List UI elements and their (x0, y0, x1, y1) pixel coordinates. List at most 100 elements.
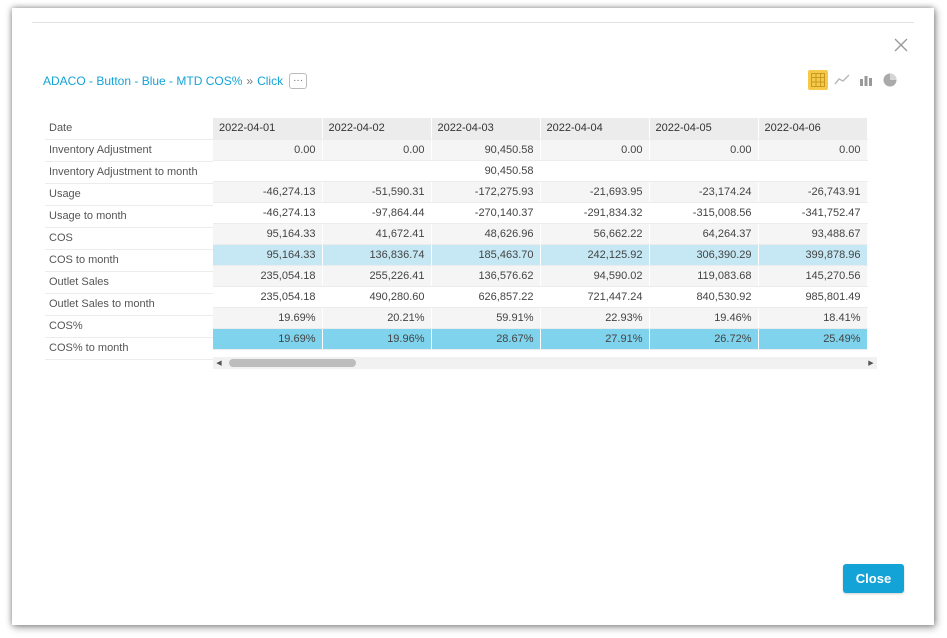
column-header-row: 2022-04-01 2022-04-02 2022-04-03 2022-04-04… (213, 118, 868, 140)
table-cell: 41,672.41 (322, 223, 432, 245)
bar-chart-icon[interactable] (856, 70, 876, 90)
table-cell: 95,164.33 (213, 244, 323, 266)
table-cell: 626,857.22 (431, 286, 541, 308)
table-cell: 985,801.49 (758, 286, 868, 308)
scroll-right-icon[interactable]: ▶ (868, 360, 874, 367)
table-cell: 18.41% (758, 307, 868, 329)
table-cell: 28.67% (431, 328, 541, 350)
table-cell: -270,140.37 (431, 202, 541, 224)
table-cell: 255,226.41 (322, 265, 432, 287)
row-label: Inventory Adjustment (45, 140, 213, 162)
table-cell: 242,125.92 (540, 244, 650, 266)
table-cell: 27.91% (540, 328, 650, 350)
breadcrumb-source[interactable]: ADACO - Button - Blue - MTD COS% (43, 74, 243, 88)
table-row: -46,274.13 -97,864.44 -270,140.37 -291,834.… (213, 202, 868, 224)
row-label: Inventory Adjustment to month (45, 162, 213, 184)
table-cell: 90,450.58 (431, 160, 541, 182)
table-cell: 0.00 (213, 139, 323, 161)
table-cell: -26,743.91 (758, 181, 868, 203)
table-cell: 306,390.29 (649, 244, 759, 266)
table-cell: 56,662.22 (540, 223, 650, 245)
column-header: 2022-04-05 (649, 118, 759, 140)
horizontal-scrollbar[interactable]: ◀ ▶ (213, 357, 877, 369)
close-icon[interactable] (894, 38, 908, 52)
table-icon[interactable] (808, 70, 828, 90)
table-cell: 25.49% (758, 328, 868, 350)
table-row: 235,054.18 255,226.41 136,576.62 94,590.02 1… (213, 265, 868, 287)
table-cell: -51,590.31 (322, 181, 432, 203)
row-label: COS to month (45, 250, 213, 272)
column-header: 2022-04-01 (213, 118, 323, 140)
table-cell: -291,834.32 (540, 202, 650, 224)
row-label: COS% to month (45, 338, 213, 360)
table-cell: 95,164.33 (213, 223, 323, 245)
data-grid: 2022-04-01 2022-04-02 2022-04-03 2022-04-04… (213, 118, 877, 350)
pivot-table: Date Inventory Adjustment Inventory Adjus… (45, 118, 877, 369)
table-cell: 19.46% (649, 307, 759, 329)
table-cell: -21,693.95 (540, 181, 650, 203)
table-cell (758, 160, 868, 182)
table-cell: 235,054.18 (213, 265, 323, 287)
row-label: Usage (45, 184, 213, 206)
row-header-column: Date Inventory Adjustment Inventory Adjus… (45, 118, 213, 360)
line-chart-icon[interactable] (832, 70, 852, 90)
table-cell: 136,576.62 (431, 265, 541, 287)
table-row: 0.00 0.00 90,450.58 0.00 0.00 0.00 (213, 139, 868, 161)
table-cell: 0.00 (540, 139, 650, 161)
table-cell: 19.96% (322, 328, 432, 350)
table-cell: 90,450.58 (431, 139, 541, 161)
breadcrumb-separator: » (246, 74, 254, 88)
row-label: Usage to month (45, 206, 213, 228)
table-row: 90,450.58 (213, 160, 868, 182)
table-cell: 721,447.24 (540, 286, 650, 308)
visualization-switcher (808, 70, 900, 90)
scroll-left-icon[interactable]: ◀ (216, 360, 222, 367)
table-cell: -23,174.24 (649, 181, 759, 203)
table-cell: 22.93% (540, 307, 650, 329)
row-label: COS% (45, 316, 213, 338)
close-button[interactable]: Close (843, 564, 904, 593)
table-row: 235,054.18 490,280.60 626,857.22 721,447.24… (213, 286, 868, 308)
breadcrumb-current[interactable]: Click (257, 74, 284, 88)
drill-dialog: ADACO - Button - Blue - MTD COS% » Click… (12, 8, 934, 625)
table-cell: 0.00 (322, 139, 432, 161)
table-cell: 26.72% (649, 328, 759, 350)
table-cell (649, 160, 759, 182)
table-row: 95,164.33 41,672.41 48,626.96 56,662.22 64,2… (213, 223, 868, 245)
table-cell: 119,083.68 (649, 265, 759, 287)
column-header: 2022-04-04 (540, 118, 650, 140)
scroll-thumb[interactable] (229, 359, 356, 367)
row-label: Outlet Sales to month (45, 294, 213, 316)
pie-chart-icon[interactable] (880, 70, 900, 90)
table-cell (540, 160, 650, 182)
row-label: COS (45, 228, 213, 250)
table-cell: 490,280.60 (322, 286, 432, 308)
column-header: 2022-04-02 (322, 118, 432, 140)
table-cell: 0.00 (758, 139, 868, 161)
table-row: -46,274.13 -51,590.31 -172,275.93 -21,693.9… (213, 181, 868, 203)
table-row: 95,164.33 136,836.74 185,463.70 242,125.92 3… (213, 244, 868, 266)
table-cell: 145,270.56 (758, 265, 868, 287)
table-cell: -46,274.13 (213, 202, 323, 224)
table-cell: 235,054.18 (213, 286, 323, 308)
table-cell (322, 160, 432, 182)
table-cell: 20.21% (322, 307, 432, 329)
table-cell: 94,590.02 (540, 265, 650, 287)
table-cell: -341,752.47 (758, 202, 868, 224)
table-cell: 840,530.92 (649, 286, 759, 308)
table-cell (213, 160, 323, 182)
table-cell: -315,008.56 (649, 202, 759, 224)
more-options-button[interactable]: ··· (289, 73, 308, 89)
column-header: 2022-04-06 (758, 118, 868, 140)
table-cell: -97,864.44 (322, 202, 432, 224)
table-cell: 19.69% (213, 328, 323, 350)
row-header-title: Date (45, 118, 213, 140)
top-divider (32, 22, 914, 23)
table-row: 19.69% 20.21% 59.91% 22.93% 19.46% 18.41% (213, 307, 868, 329)
breadcrumb: ADACO - Button - Blue - MTD COS% » Click… (43, 73, 308, 89)
table-cell: -46,274.13 (213, 181, 323, 203)
table-cell: 19.69% (213, 307, 323, 329)
table-cell: 136,836.74 (322, 244, 432, 266)
column-header: 2022-04-03 (431, 118, 541, 140)
table-cell: 59.91% (431, 307, 541, 329)
